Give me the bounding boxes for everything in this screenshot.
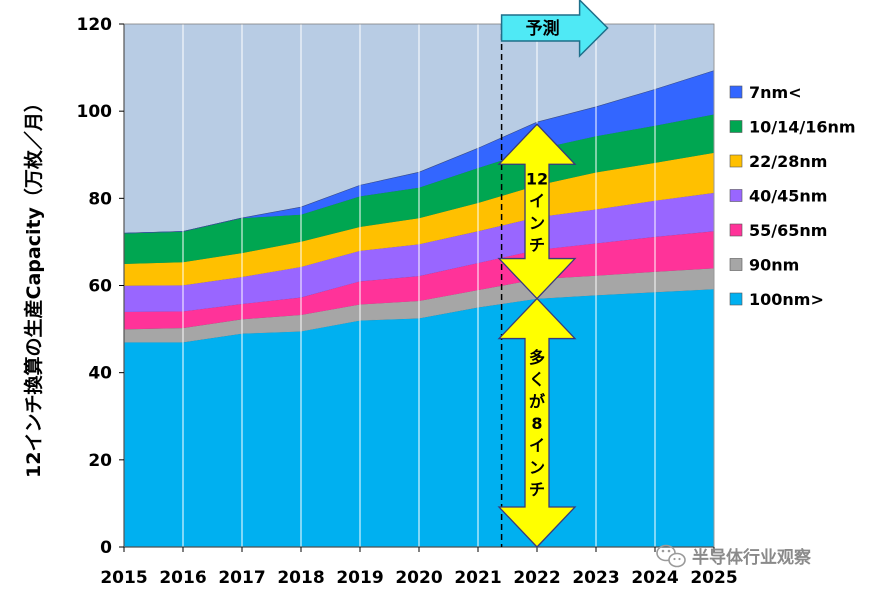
wechat-icon [656, 544, 686, 568]
y-tick-label-0: 0 [100, 538, 112, 558]
legend-label-90nm: 90nm [749, 256, 799, 275]
annotation-2-char-2: が [529, 392, 545, 411]
watermark-text: 半导体行业观察 [692, 547, 812, 568]
legend-swatch-7nm- [729, 85, 743, 99]
y-tick-label-100: 100 [77, 102, 113, 122]
legend-swatch-100nm- [729, 292, 743, 306]
x-tick-label-2017: 2017 [218, 568, 265, 588]
x-tick-label-2020: 2020 [395, 568, 442, 588]
annotation-2-char-1: く [529, 370, 545, 389]
legend-swatch-22-28nm [729, 154, 743, 168]
legend-swatch-10-14-16nm [729, 120, 743, 133]
y-tick-label-60: 60 [88, 277, 112, 297]
annotation-1-char-2: ン [529, 213, 545, 232]
forecast-arrow-shape [500, 0, 609, 58]
annotation-arrow-2: 多くが 8 インチ [497, 297, 577, 548]
x-tick-label-2018: 2018 [277, 568, 324, 588]
annotation-2-char-5: ン [529, 458, 545, 477]
annotation-2-char-0: 多 [529, 348, 545, 367]
legend-swatch-90nm [729, 258, 743, 271]
legend-swatch-55-65nm [729, 223, 743, 237]
forecast-arrow: 予測 [500, 0, 609, 58]
legend-label-100nm-: 100nm> [749, 290, 824, 309]
forecast-label: 予測 [526, 18, 560, 39]
annotation-1-char-3: チ [529, 235, 545, 254]
annotation-2-char-4: イ [529, 436, 545, 455]
legend: 7nm< 10/14/16nm 22/28nm 40/45nm 55/65nm 90nm 1… [729, 83, 856, 309]
annotation-2-char-6: チ [529, 480, 545, 499]
legend-label-40-45nm: 40/45nm [749, 187, 827, 206]
y-tick-labels: 0 20 40 60 80 100 120 [77, 15, 124, 558]
x-tick-label-2016: 2016 [159, 568, 206, 588]
annotation-1-char-1: イ [529, 191, 545, 210]
y-axis-label: 12インチ換算の生産Capacity（万枚／月） [22, 93, 45, 478]
y-tick-label-20: 20 [88, 451, 112, 471]
x-tick-label-2025: 2025 [690, 568, 737, 588]
x-tick-label-2023: 2023 [572, 568, 619, 588]
x-tick-label-2022: 2022 [513, 568, 560, 588]
legend-label-7nm-: 7nm< [749, 83, 802, 102]
legend-label-22-28nm: 22/28nm [749, 152, 827, 171]
y-tick-label-40: 40 [88, 364, 112, 384]
legend-label-55-65nm: 55/65nm [749, 221, 827, 240]
y-tick-label-80: 80 [88, 189, 112, 209]
x-tick-label-2019: 2019 [336, 568, 383, 588]
annotation-1-char-0: 12 [526, 169, 548, 188]
x-tick-label-2024: 2024 [631, 568, 678, 588]
x-tick-labels: 2015 2016 2017 2018 2019 2020 2021 2022 2023 2024… [100, 547, 738, 588]
watermark: 半导体行业观察 [656, 544, 812, 568]
legend-label-10-14-16nm: 10/14/16nm [749, 118, 856, 137]
y-tick-label-120: 120 [77, 15, 113, 35]
x-tick-label-2015: 2015 [100, 568, 147, 588]
legend-swatch-40-45nm [729, 189, 743, 202]
annotation-2-char-3: 8 [531, 414, 542, 433]
x-tick-label-2021: 2021 [454, 568, 501, 588]
annotation-arrow-shape-2 [497, 297, 577, 548]
